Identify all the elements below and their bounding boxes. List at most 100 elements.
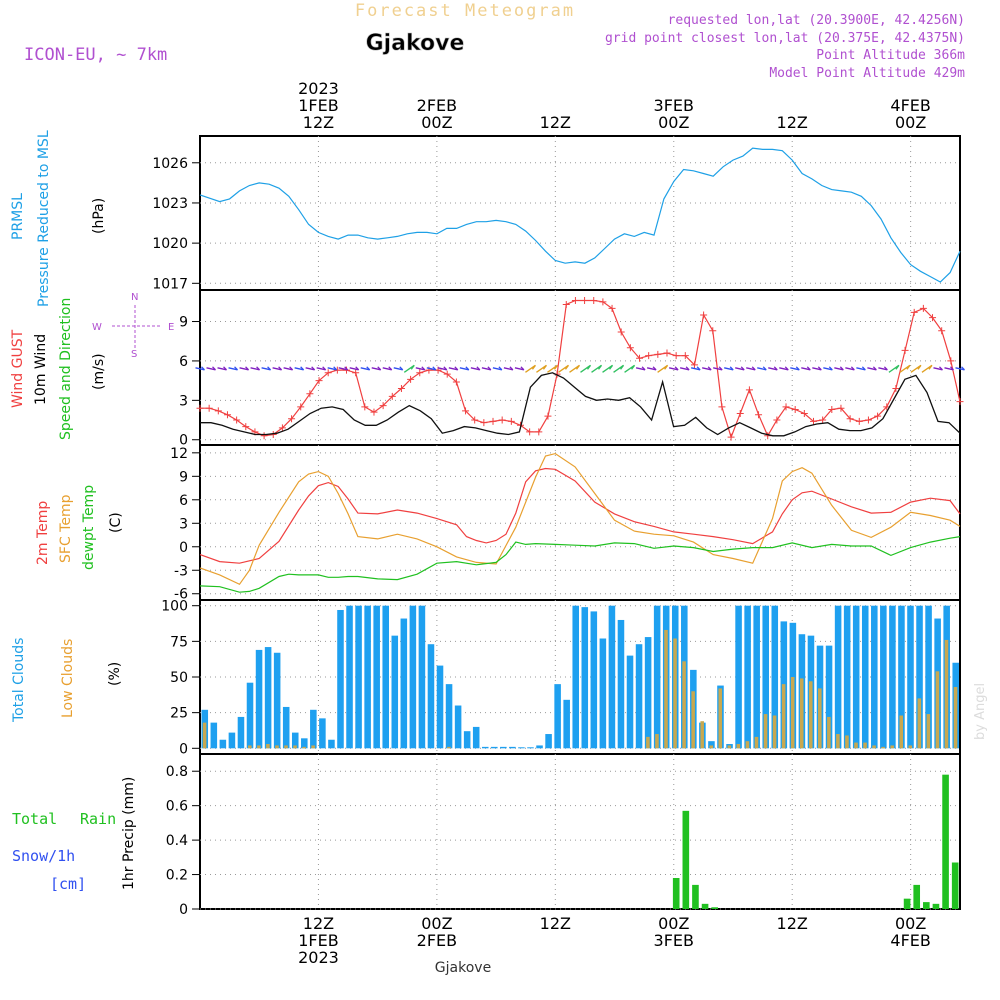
low-cloud-bar [275, 745, 279, 749]
wind-barb-head [476, 366, 481, 371]
gust-marker [681, 352, 689, 360]
wind-barb-head [531, 364, 536, 370]
total-cloud-bar [572, 605, 579, 749]
y-tick-label: 0 [179, 902, 188, 918]
gust-marker [489, 417, 497, 425]
gust-marker [397, 385, 405, 393]
low-cloud-bar [691, 691, 695, 749]
tsfc-line [199, 452, 961, 586]
gust-marker [718, 403, 726, 411]
gust-marker [315, 377, 323, 385]
gust-marker [645, 352, 653, 360]
low-cloud-bar [682, 661, 686, 749]
wind-barb-head [201, 366, 205, 371]
wind-barb-head [609, 364, 614, 370]
total-cloud-bar [491, 746, 498, 749]
wind-barb-head [928, 364, 933, 370]
total-cloud-bar [771, 605, 779, 749]
grid-coords: grid point closest lon,lat (20.375E, 42.… [605, 31, 965, 46]
wind-barb-head [487, 366, 492, 371]
y-tick-label: 0.8 [166, 764, 188, 780]
low-cloud-bar [863, 742, 867, 749]
total-cloud-bar [635, 644, 643, 749]
location-title: Gjakove [366, 31, 465, 56]
model-label: ICON-EU, ~ 7km [24, 45, 167, 65]
gust-marker [223, 411, 231, 419]
total-cloud-bar [563, 699, 570, 749]
rain-bar [711, 907, 718, 909]
gust-marker [947, 357, 955, 365]
wind-barb-head [421, 366, 426, 371]
low-cloud-bar [944, 639, 949, 749]
wind-barb [867, 367, 877, 371]
low-cloud-bar [655, 734, 659, 749]
wind-barb-head [762, 366, 767, 371]
gust-marker [874, 412, 882, 420]
wind10-line [200, 372, 961, 437]
wind-barb-head [664, 364, 669, 370]
lowcld-label: Low Clouds [60, 639, 76, 718]
total-cloud-bar [210, 722, 218, 749]
wind-barb [415, 367, 425, 371]
gust-marker [324, 369, 332, 377]
total-cloud-bar [481, 746, 489, 749]
wind-barb-head [223, 366, 227, 371]
wind-barb-head [850, 366, 855, 371]
panel-precip [199, 753, 961, 910]
gust-marker [480, 419, 488, 427]
time-label-bottom: 2023 [298, 948, 339, 967]
total-cloud-bar [418, 605, 426, 749]
total-cloud-bar [509, 746, 516, 749]
wind-barb-head [895, 364, 900, 370]
total-cloud-bar [409, 605, 417, 749]
gust-marker [443, 370, 451, 378]
total-cloud-bar [889, 605, 896, 749]
ms-label: (m/s) [91, 353, 107, 390]
rain-bar [923, 902, 930, 909]
wind-barb [878, 367, 888, 371]
total-cloud-bar [599, 638, 607, 749]
wind-barb [338, 367, 348, 371]
y-tick-label: 0 [179, 433, 188, 449]
total-cloud-bar [554, 684, 561, 749]
wind-barb-head [751, 366, 756, 371]
low-cloud-bar [718, 688, 723, 749]
wind-barb [955, 367, 965, 371]
gust-marker [636, 354, 644, 362]
credit-watermark: by Angel [973, 683, 988, 740]
wind-barb [514, 367, 525, 371]
time-label-top: 2023 [298, 79, 339, 98]
wind-barb [933, 367, 943, 371]
time-label-bottom: 3FEB [654, 931, 694, 950]
wind-barb [349, 367, 359, 371]
gust-marker [407, 375, 415, 383]
low-cloud-bar [646, 736, 650, 749]
gust-marker [736, 409, 744, 417]
low-cloud-bar [881, 746, 885, 749]
gust-marker [214, 407, 222, 415]
low-cloud-bar [736, 744, 741, 749]
low-cloud-bar [709, 745, 714, 749]
wind-barb-head [377, 366, 382, 371]
prmsl-label: PRMSL [10, 193, 26, 240]
total-cloud-bar [608, 605, 616, 749]
gust-marker [773, 416, 781, 424]
gust-marker [819, 416, 827, 424]
total-cloud-bar [355, 605, 362, 749]
total-cloud-bar [907, 605, 914, 749]
low-cloud-bar [781, 684, 786, 749]
wind-barb [845, 367, 855, 371]
gust-marker [755, 411, 763, 419]
wind-barb-head [707, 366, 712, 371]
wind-barb [228, 367, 238, 371]
wind-barb [437, 367, 447, 371]
wind-barb [448, 367, 458, 371]
compass-south: S [131, 349, 137, 360]
grid-lines [192, 136, 960, 910]
wind-barb [239, 367, 249, 371]
total-cloud-bar [581, 607, 589, 749]
gust-marker [544, 412, 552, 420]
time-label-bottom: 12Z [777, 914, 808, 933]
precip-label: 1hr Precip (mm) [121, 777, 137, 890]
rain-bar [701, 903, 709, 909]
